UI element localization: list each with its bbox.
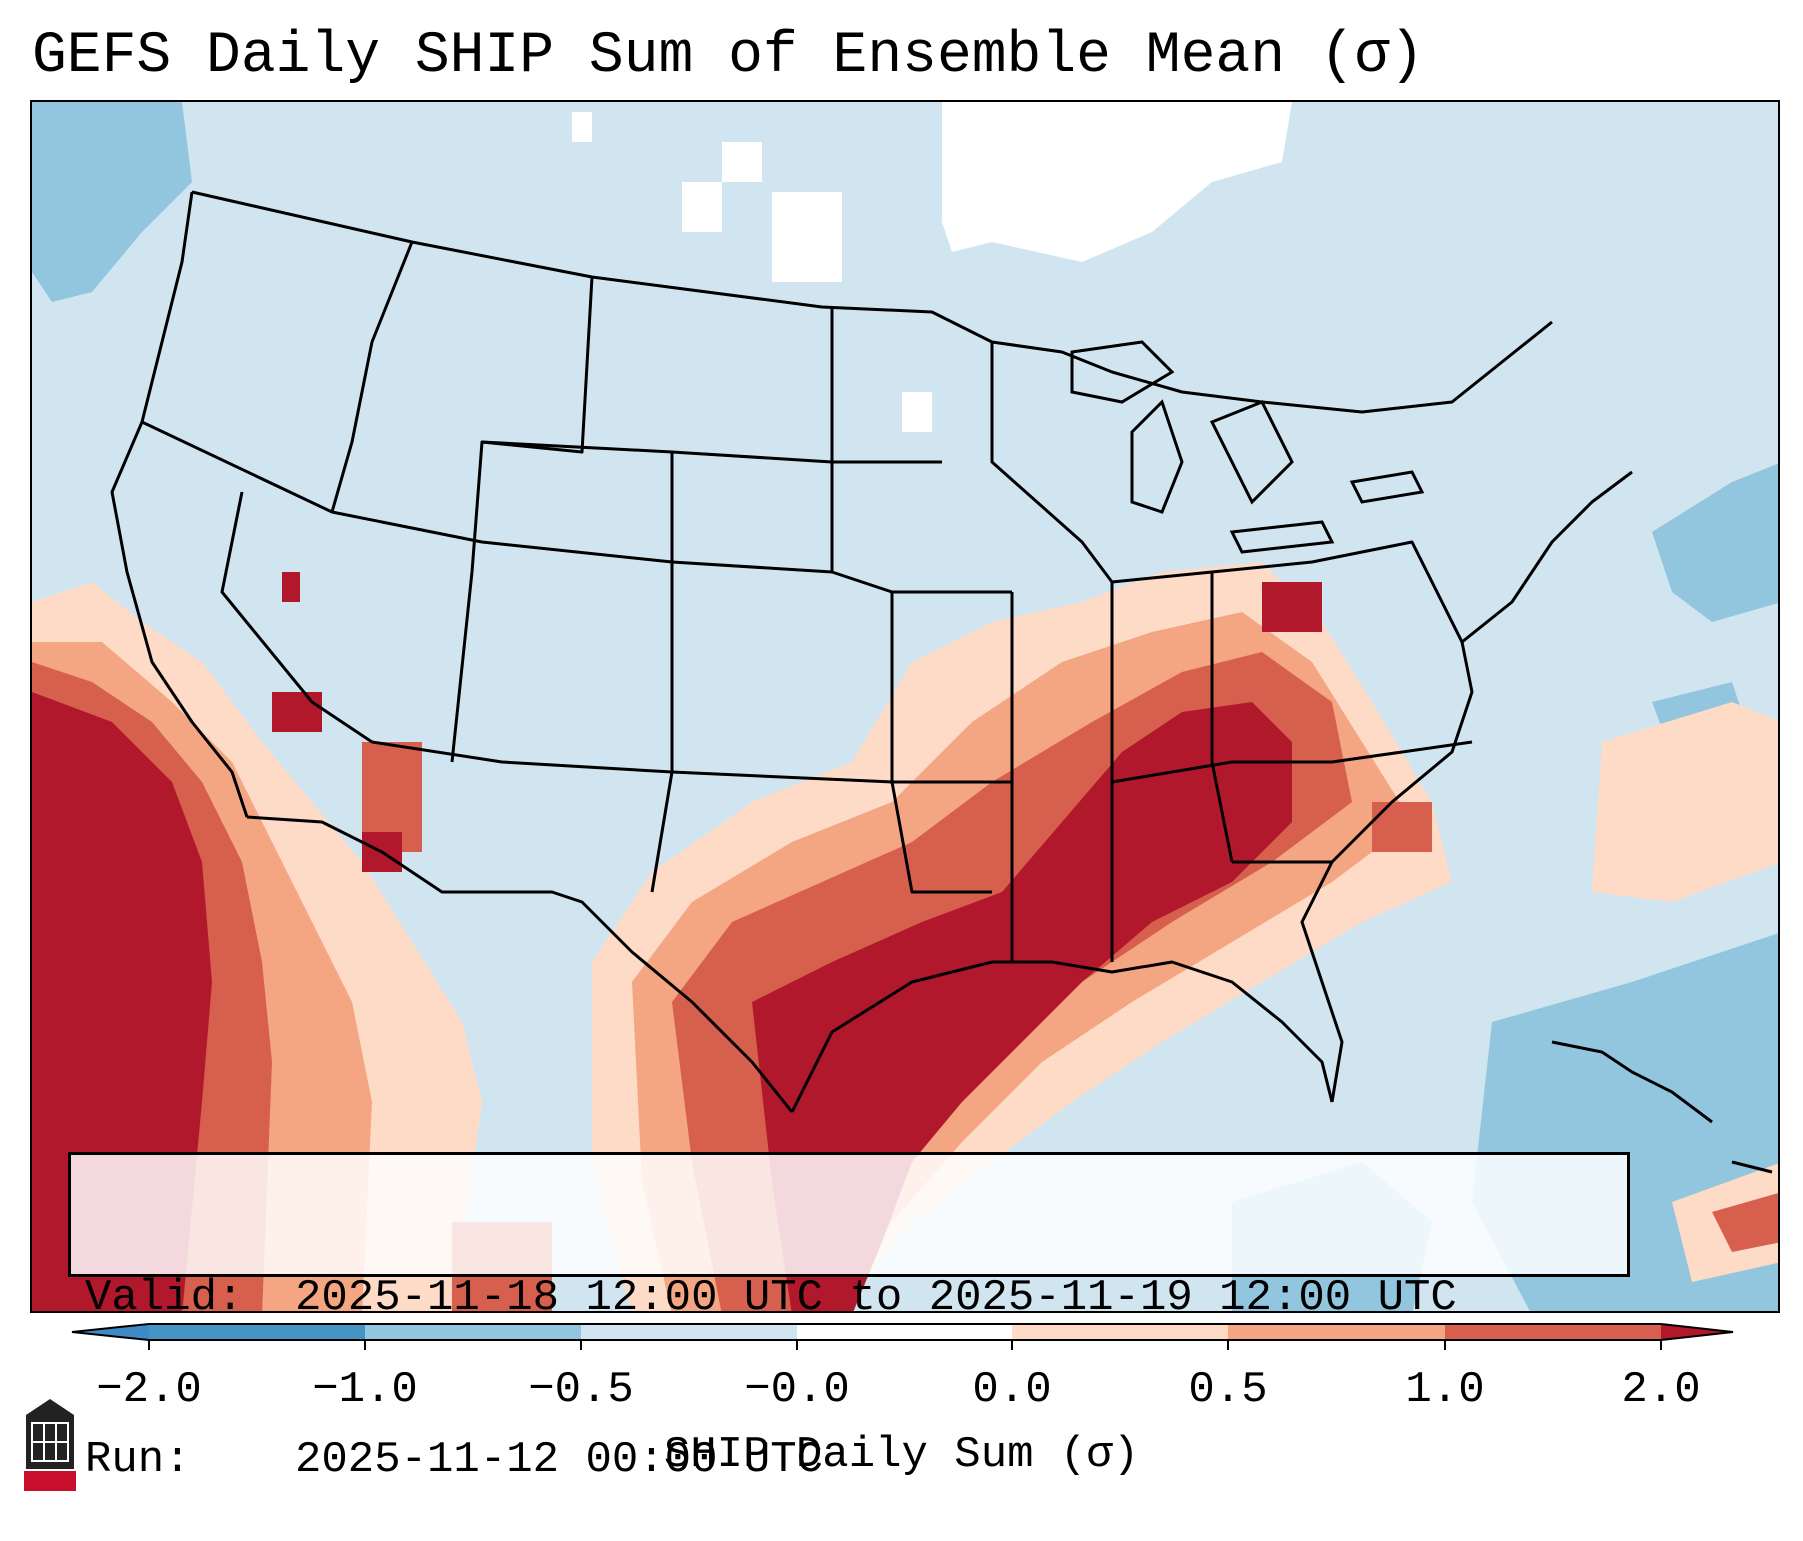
border-canada-us bbox=[191, 190, 1553, 414]
map-panel bbox=[30, 100, 1780, 1313]
colorbar-bin bbox=[581, 1324, 797, 1340]
validity-info-box: Valid: 2025-11-18 12:00 UTC to 2025-11-19… bbox=[68, 1152, 1630, 1485]
colorbar-tick-label: −0.5 bbox=[528, 1365, 634, 1415]
colorbar-bin bbox=[1012, 1324, 1228, 1340]
colorbar-bin bbox=[365, 1324, 581, 1340]
colorbar-bin bbox=[797, 1324, 1012, 1340]
colorbar-bin-over bbox=[1661, 1324, 1733, 1340]
colorbar-tick-label: 0.0 bbox=[972, 1365, 1052, 1415]
map-canvas bbox=[32, 102, 1778, 1311]
colorbar-svg bbox=[71, 1323, 1734, 1350]
colorbar-label: SHIP Daily Sum (σ) bbox=[663, 1430, 1140, 1480]
map-title: GEFS Daily SHIP Sum of Ensemble Mean (σ) bbox=[32, 24, 1425, 89]
run-value: 2025-11-12 00:00 UTC bbox=[295, 1435, 824, 1485]
valid-label: Valid: bbox=[85, 1273, 244, 1323]
colorbar-tick-label: 0.5 bbox=[1188, 1365, 1268, 1415]
border-mexico-us bbox=[246, 815, 794, 1113]
caribbean-islands bbox=[1551, 1040, 1773, 1174]
colorbar bbox=[0, 1318, 1803, 1506]
colorbar-bin-under bbox=[72, 1324, 149, 1340]
coast-gulf bbox=[790, 960, 1334, 1113]
colorbar-tick-label: 2.0 bbox=[1621, 1365, 1701, 1415]
boundary-lines bbox=[110, 190, 1633, 1113]
colorbar-tick-label: −1.0 bbox=[312, 1365, 418, 1415]
coast-west bbox=[110, 191, 249, 818]
great-lakes bbox=[1070, 340, 1425, 554]
run-label: Run: bbox=[85, 1435, 191, 1485]
colorbar-tick-label: −0.0 bbox=[744, 1365, 850, 1415]
niu-logo-icon bbox=[22, 1395, 78, 1493]
valid-value: 2025-11-18 12:00 UTC to 2025-11-19 12:00… bbox=[295, 1273, 1457, 1323]
coast-east bbox=[1300, 470, 1633, 1103]
colorbar-tick-label: 1.0 bbox=[1405, 1365, 1485, 1415]
colorbar-bin bbox=[149, 1324, 365, 1340]
colorbar-tick-label: −2.0 bbox=[96, 1365, 202, 1415]
colorbar-bin bbox=[1445, 1324, 1661, 1340]
colorbar-bin bbox=[1228, 1324, 1445, 1340]
near-zero-patches bbox=[572, 102, 1292, 432]
